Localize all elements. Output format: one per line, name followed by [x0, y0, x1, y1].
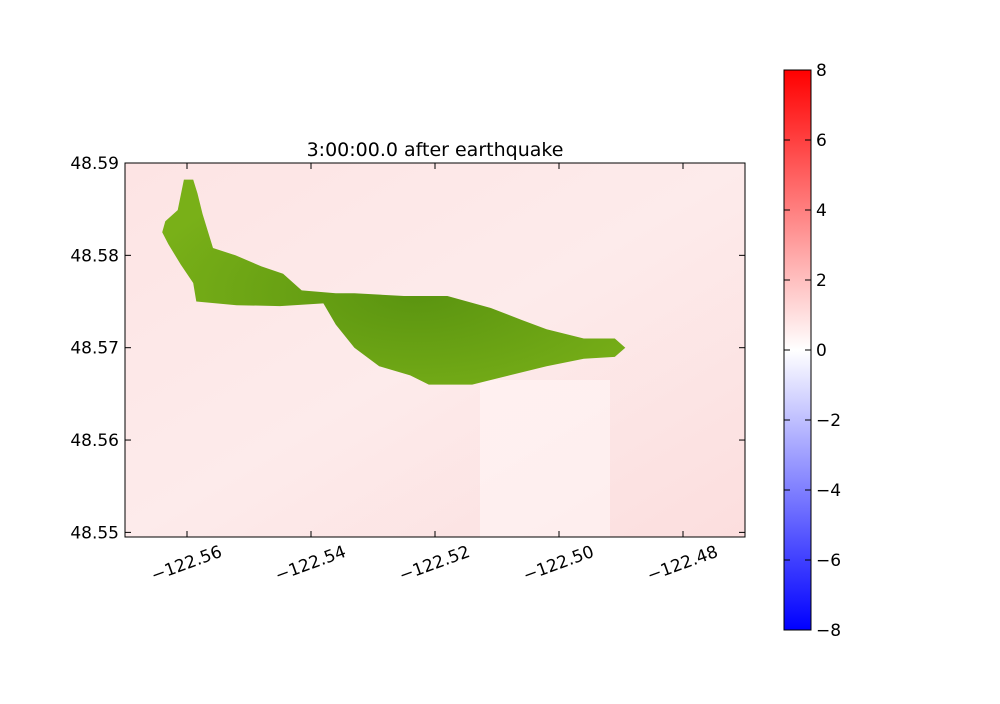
colorbar: 8 6 4 2 0 −2 −4 −6 −8 — [783, 61, 841, 641]
colorbar-tick-label: 0 — [816, 341, 827, 361]
y-tick-label: 48.57 — [70, 339, 119, 359]
colorbar-tick-label: 6 — [816, 131, 827, 151]
x-tick-label: −122.48 — [645, 542, 721, 586]
y-tick-label: 48.59 — [70, 154, 119, 174]
y-tick-label: 48.56 — [70, 431, 119, 451]
plot-area — [124, 162, 746, 538]
colorbar-tick-label: 4 — [816, 201, 827, 221]
x-tick-label: −122.50 — [521, 542, 597, 586]
x-tick-label: −122.52 — [397, 542, 473, 586]
chart-title: 3:00:00.0 after earthquake — [307, 139, 564, 161]
x-tick-label: −122.54 — [273, 542, 349, 586]
heatmap-field-light-band — [480, 380, 610, 537]
y-axis: 48.59 48.58 48.57 48.56 48.55 — [70, 154, 745, 543]
colorbar-tick-label: 8 — [816, 61, 827, 81]
colorbar-tick-label: −8 — [816, 621, 841, 641]
colorbar-tick-label: −4 — [816, 481, 841, 501]
y-tick-label: 48.55 — [70, 523, 119, 543]
colorbar-ticks: 8 6 4 2 0 −2 −4 −6 −8 — [784, 61, 841, 641]
land-island — [162, 179, 626, 385]
colorbar-tick-label: −6 — [816, 551, 841, 571]
colorbar-tick-label: −2 — [816, 411, 841, 431]
land-layer — [162, 179, 626, 385]
x-tick-label: −122.56 — [149, 542, 225, 586]
colorbar-tick-label: 2 — [816, 271, 827, 291]
y-tick-label: 48.58 — [70, 246, 119, 266]
